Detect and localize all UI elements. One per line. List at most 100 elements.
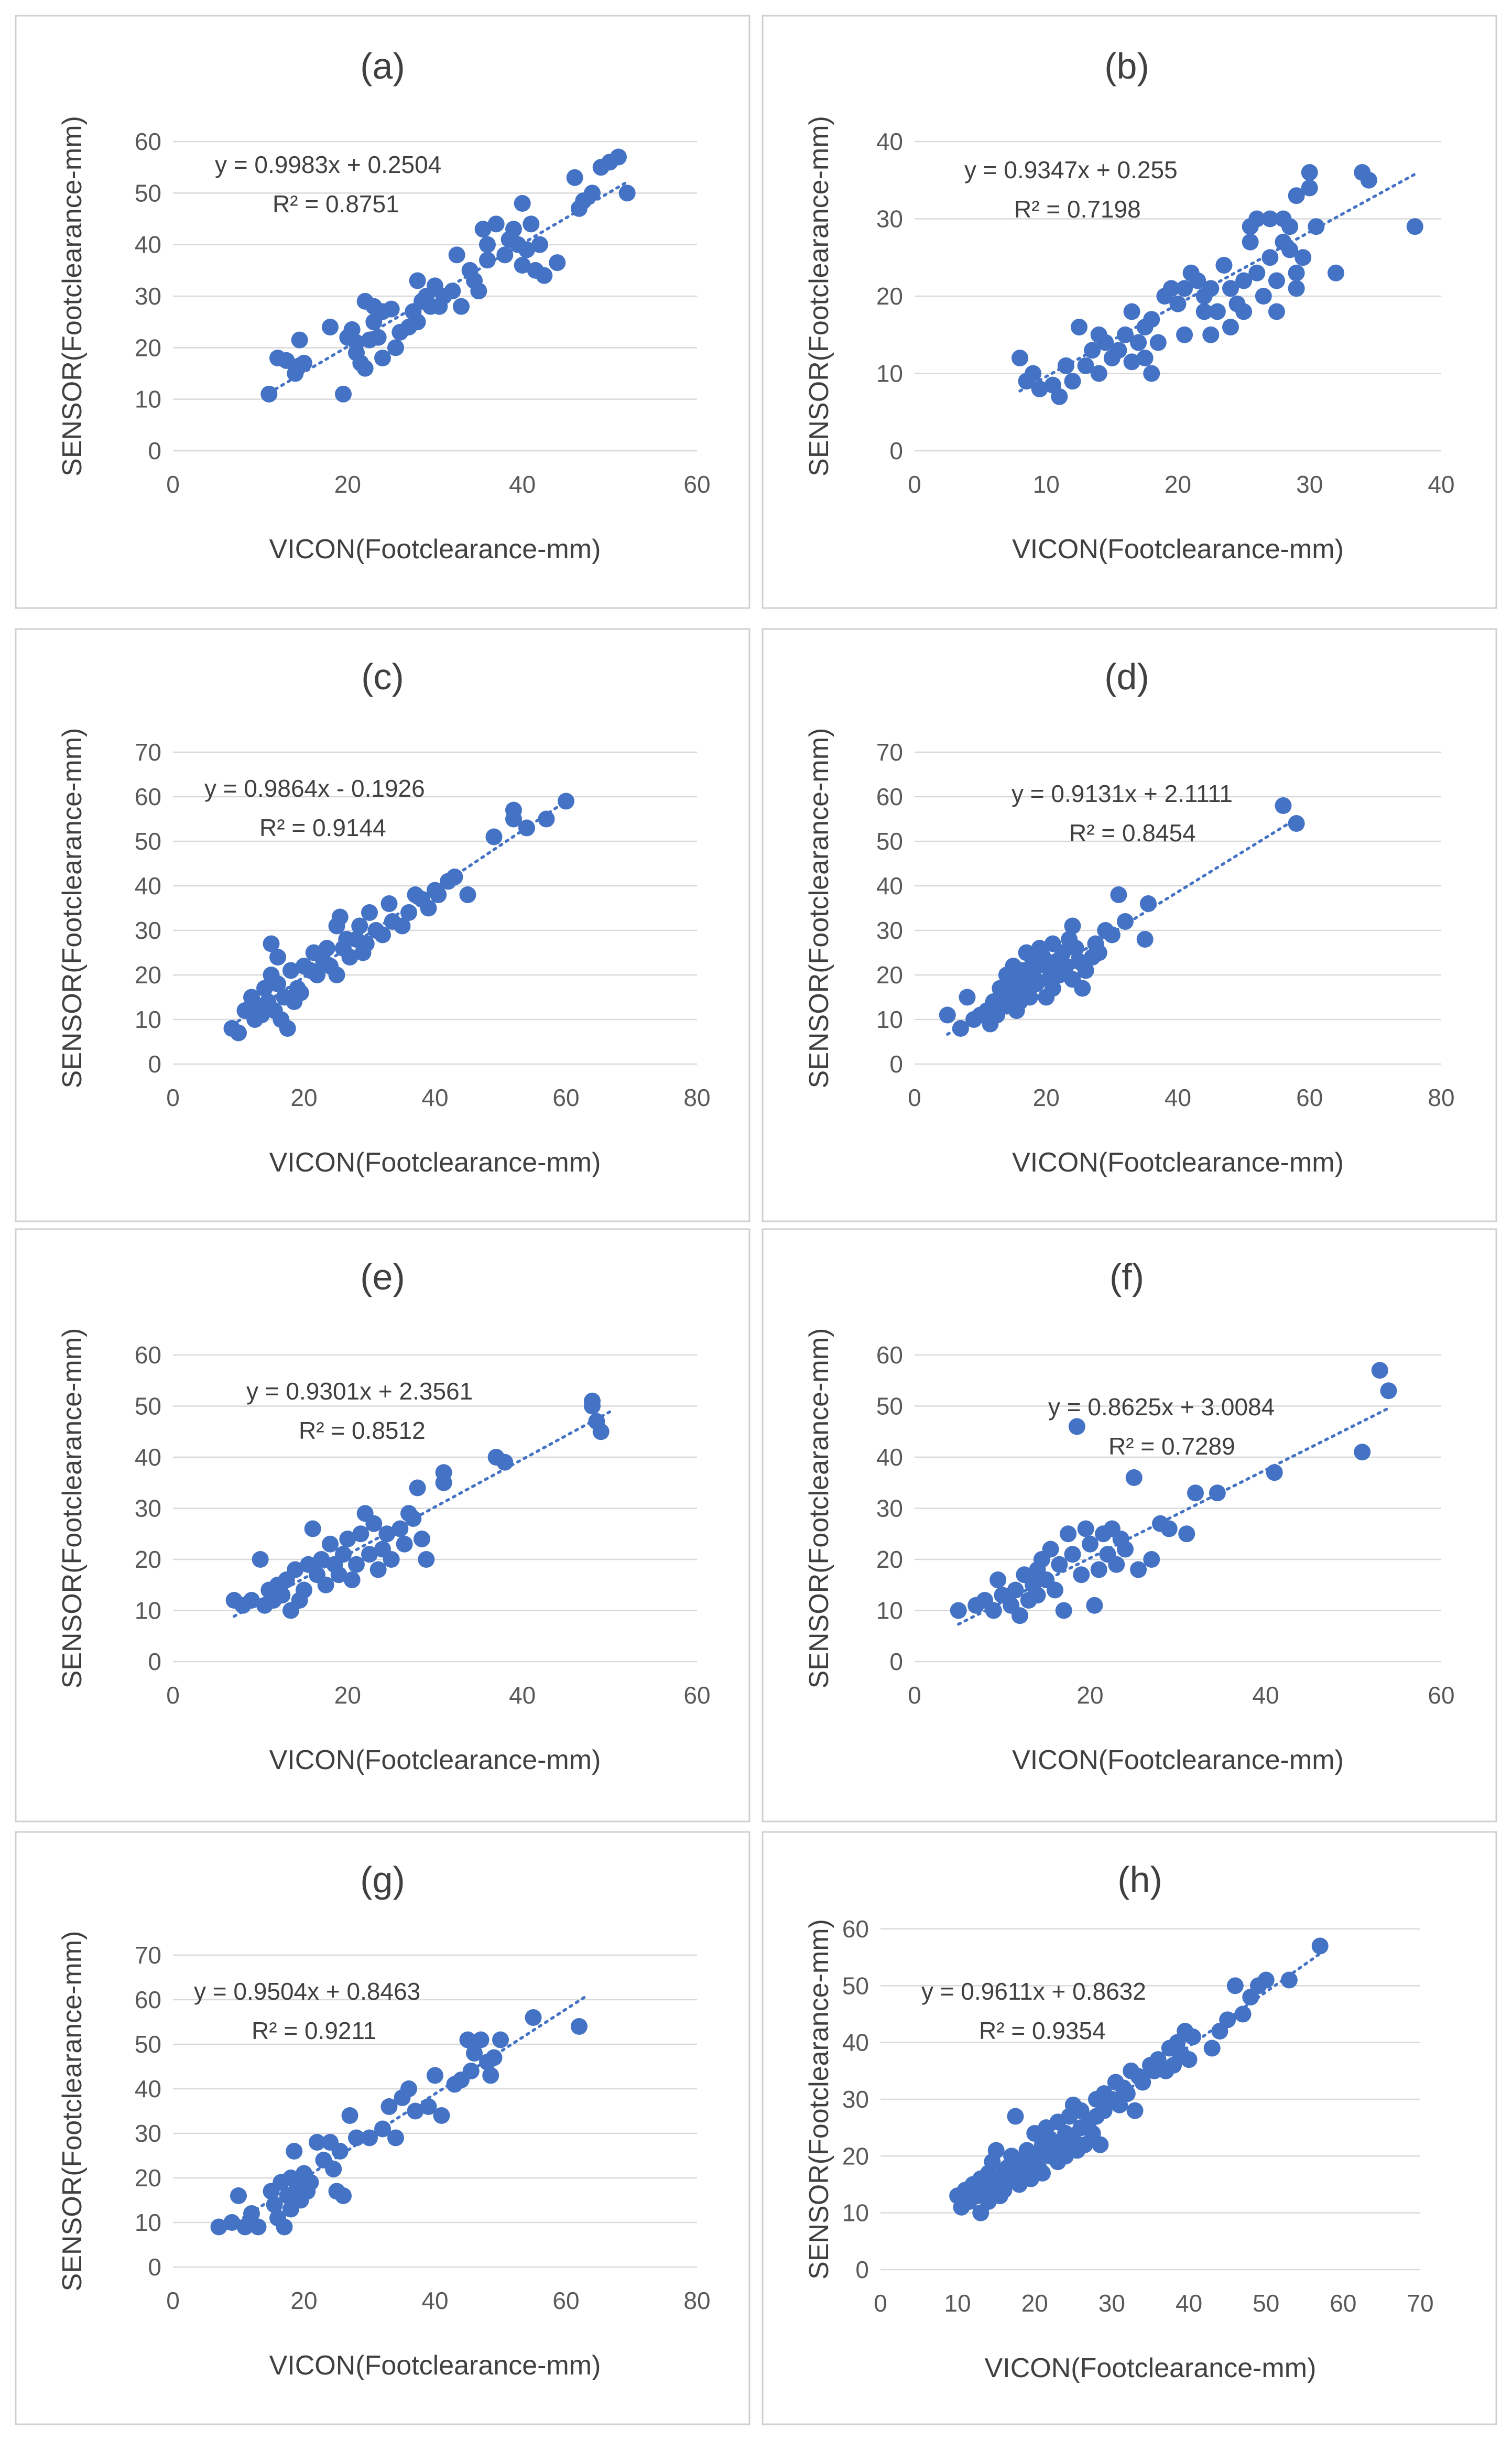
data-point (1226, 1977, 1244, 1994)
x-tick-label: 40 (509, 471, 536, 498)
data-point (531, 236, 548, 253)
data-point (1209, 303, 1226, 320)
y-tick-label: 40 (842, 2029, 869, 2056)
x-tick-label: 0 (166, 1084, 180, 1111)
data-point (989, 1571, 1007, 1588)
data-point (1202, 280, 1220, 297)
chart-title: (b) (1104, 46, 1149, 86)
data-point (1295, 249, 1312, 266)
data-point (304, 1520, 321, 1537)
y-axis-title: SENSOR(Footclearance-mm) (804, 1919, 834, 2280)
y-tick-label: 30 (135, 917, 161, 944)
data-point (485, 2049, 503, 2066)
data-point (409, 313, 426, 331)
x-tick-label: 20 (290, 2287, 317, 2314)
data-point (420, 899, 437, 917)
data-point (459, 2031, 476, 2048)
x-tick-label: 40 (421, 1084, 448, 1111)
data-point (1301, 164, 1318, 181)
data-point (505, 810, 522, 828)
y-tick-label: 70 (876, 739, 903, 766)
r-squared-label: R² = 0.9144 (259, 814, 386, 841)
data-point (485, 828, 503, 845)
data-point (1328, 264, 1344, 281)
data-point (1025, 365, 1042, 382)
data-point (330, 1566, 347, 1584)
y-tick-label: 10 (135, 386, 161, 413)
data-point (387, 339, 404, 356)
data-point (470, 283, 487, 300)
data-point (380, 2098, 398, 2115)
data-point (1169, 295, 1187, 312)
x-tick-label: 0 (166, 471, 180, 498)
x-tick-label: 0 (166, 1682, 180, 1709)
trendline (957, 1406, 1390, 1626)
data-point (274, 1587, 291, 1604)
x-tick-label: 60 (1330, 2290, 1356, 2317)
y-tick-label: 20 (842, 2142, 869, 2170)
data-point (1029, 1587, 1046, 1604)
data-point (1288, 187, 1305, 204)
y-tick-label: 10 (135, 2209, 161, 2236)
chart-panel-c: (c) 0 10 20 30 40 50 60 70 0 20 40 60 80 VICON(Footcle… (15, 628, 750, 1222)
x-tick-label: 40 (421, 2287, 448, 2314)
data-point (374, 926, 391, 944)
x-axis-title: VICON(Footclearance-mm) (1012, 1745, 1344, 1775)
y-tick-label: 10 (876, 1006, 903, 1033)
y-tick-label: 50 (842, 1972, 869, 1999)
data-point (1143, 1551, 1160, 1568)
data-point (331, 908, 349, 926)
y-tick-label: 40 (876, 872, 903, 899)
y-tick-label: 0 (889, 1648, 903, 1675)
x-axis-title: VICON(Footclearance-mm) (1012, 534, 1344, 565)
r-squared-label: R² = 0.9211 (252, 2017, 376, 2044)
x-tick-label: 60 (683, 471, 710, 498)
data-point (558, 793, 574, 810)
data-point (1064, 1546, 1081, 1563)
data-point (348, 334, 365, 351)
data-point (496, 1454, 514, 1471)
data-point (1242, 233, 1259, 251)
chart-panel-f: (f) 0 10 20 30 40 50 60 0 20 40 60 VICON(Footclearan… (762, 1228, 1497, 1823)
data-point (459, 886, 476, 903)
chart-title: (e) (360, 1256, 405, 1297)
x-tick-label: 80 (683, 1084, 710, 1111)
trendline-equation: y = 0.9131x + 2.1111 (1011, 780, 1233, 807)
data-point (523, 215, 540, 233)
data-point (1064, 373, 1081, 390)
chart-title: (a) (360, 46, 405, 86)
y-tick-label: 40 (876, 1444, 903, 1471)
data-point (1047, 1581, 1063, 1599)
data-point (313, 1551, 330, 1568)
data-point (505, 221, 522, 238)
y-tick-label: 0 (889, 437, 903, 464)
data-point (230, 2187, 247, 2204)
x-tick-label: 20 (1021, 2290, 1048, 2317)
data-point (1130, 1561, 1147, 1578)
data-point (286, 2143, 303, 2160)
data-point (433, 2107, 450, 2124)
y-tick-label: 30 (842, 2086, 869, 2113)
data-point (1021, 989, 1038, 1006)
data-point (1209, 1484, 1226, 1502)
data-point (1097, 334, 1114, 351)
data-point (448, 246, 465, 264)
data-point (352, 1525, 369, 1543)
data-point (1123, 303, 1140, 320)
data-point (1090, 1561, 1107, 1578)
data-point (584, 1397, 601, 1415)
trendline-equation: y = 0.9864x - 0.1926 (204, 775, 425, 802)
data-point (952, 1020, 969, 1037)
r-squared-label: R² = 0.8454 (1069, 819, 1196, 847)
y-tick-label: 50 (135, 828, 161, 855)
data-point (430, 886, 447, 903)
trendline (946, 817, 1298, 1036)
chart-title: (d) (1104, 656, 1149, 697)
data-point (610, 148, 627, 166)
data-point (1134, 2074, 1151, 2091)
data-point (959, 989, 976, 1006)
trendline-equation: y = 0.9983x + 0.2504 (215, 151, 441, 178)
data-point (282, 962, 299, 979)
y-tick-label: 50 (135, 179, 161, 207)
data-point (427, 2067, 443, 2084)
